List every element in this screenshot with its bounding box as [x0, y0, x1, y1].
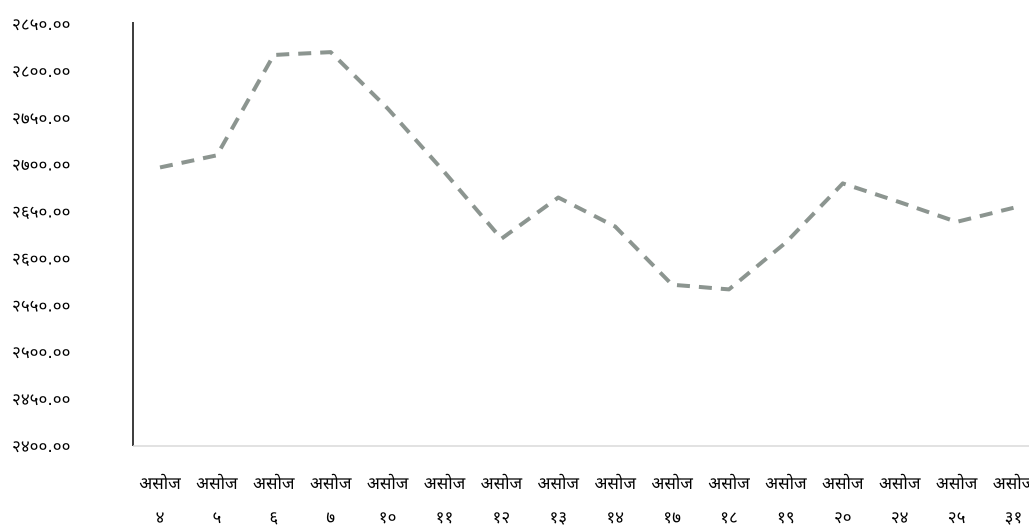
x-tick-label-month: असोज — [139, 473, 181, 494]
x-tick-label-day: ६ — [269, 508, 278, 528]
y-tick-label: २४५०.०० — [12, 390, 70, 410]
x-tick-label-month: असोज — [879, 473, 921, 494]
x-tick-label-month: असोज — [708, 473, 750, 494]
x-tick-label-day: १० — [379, 508, 397, 528]
x-tick-label-month: असोज — [424, 473, 466, 494]
x-tick-label-month: असोज — [651, 473, 693, 494]
series-layer — [159, 50, 1014, 292]
x-tick-label-day: २५ — [948, 508, 966, 528]
x-tick-label-day: ७ — [326, 508, 335, 528]
x-tick-label-month: असोज — [367, 473, 409, 494]
y-tick-label: २७००.०० — [12, 156, 70, 176]
x-tick-label-day: २० — [834, 508, 852, 528]
x-tick-label-month: असोज — [310, 473, 352, 494]
y-tick-label: २६५०.०० — [12, 203, 70, 223]
x-tick-label-day: १४ — [606, 508, 624, 528]
y-tick-label: २५००.०० — [12, 343, 70, 363]
x-tick-label-month: असोज — [538, 473, 580, 494]
x-tick-label-month: असोज — [936, 473, 978, 494]
x-tick-label-month: असोज — [481, 473, 523, 494]
x-tick-label-day: १२ — [493, 508, 511, 528]
y-tick-label: २५५०.०० — [12, 296, 70, 316]
x-axis: असोज ४ असोज ५ असोज ६ असोज ७ असोज १० असोज ११ असोज १२ अस… — [133, 445, 1029, 528]
x-tick-label-month: असोज — [822, 473, 864, 494]
x-tick-label-month: असोज — [196, 473, 238, 494]
x-tick-label-month: असोज — [594, 473, 636, 494]
x-tick-label-day: ११ — [436, 508, 454, 528]
y-tick-label: २८००.०० — [12, 62, 70, 82]
x-tick-label-month: असोज — [253, 473, 295, 494]
y-tick-label: २४००.०० — [12, 437, 70, 457]
y-tick-label: २७५०.०० — [12, 109, 70, 129]
x-tick-label-day: १९ — [777, 508, 795, 528]
y-tick-label: २८५०.०० — [12, 15, 70, 35]
x-tick-label-day: १८ — [720, 508, 738, 528]
x-tick-label-month: असोज — [765, 473, 807, 494]
x-tick-label-day: ३१ — [1005, 508, 1023, 528]
x-tick-label-day: १३ — [549, 508, 567, 528]
x-tick-label-month: असोज — [993, 473, 1029, 494]
y-tick-label: २६००.०० — [12, 249, 70, 269]
x-tick-label-day: २४ — [891, 508, 909, 528]
x-tick-label-day: ५ — [212, 508, 221, 528]
x-tick-label-day: १७ — [663, 508, 681, 528]
x-tick-label-day: ४ — [156, 508, 165, 528]
series-line-0 — [159, 50, 1014, 292]
y-axis: २४००.०० २४५०.०० २५००.०० २५५०.०० २६००.०० २६५०.… — [12, 15, 134, 457]
